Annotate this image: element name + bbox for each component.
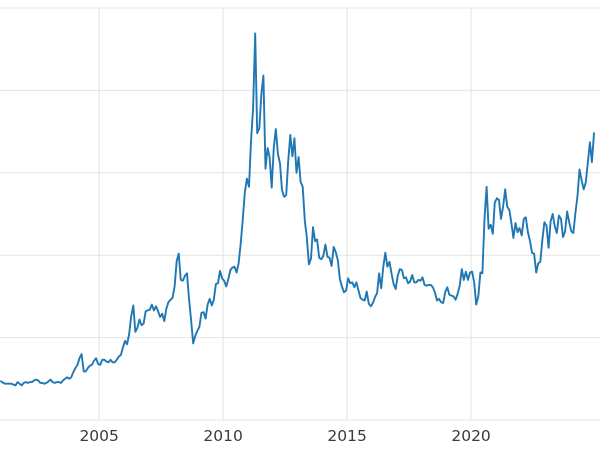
x-axis-tick-label: 2020 bbox=[451, 427, 490, 445]
x-axis-tick-label: 2010 bbox=[203, 427, 242, 445]
price-series-line bbox=[0, 32, 595, 387]
x-axis-tick-label: 2005 bbox=[79, 427, 118, 445]
x-axis-tick-label: 2015 bbox=[327, 427, 366, 445]
